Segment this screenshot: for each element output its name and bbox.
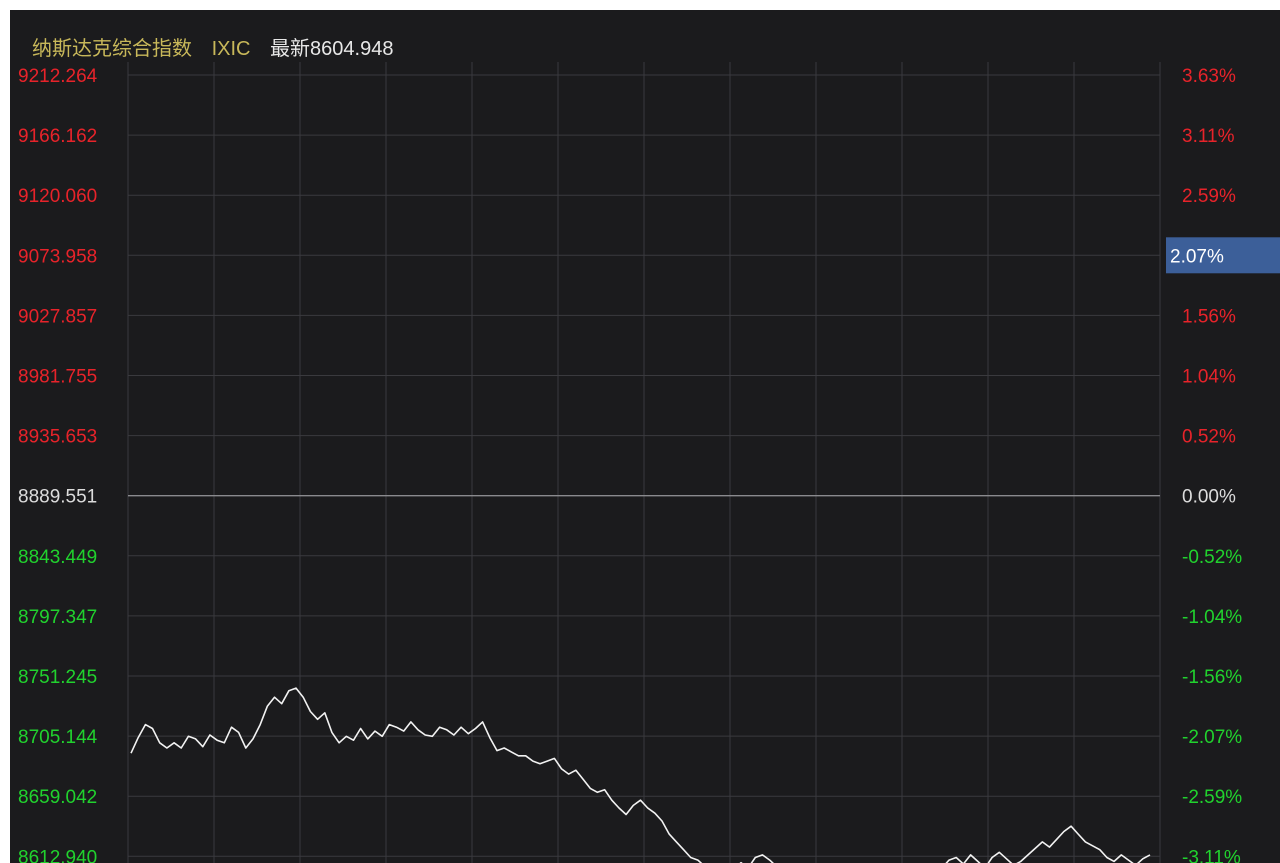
left-tick-label: 8659.042 [18, 787, 97, 808]
latest-value: 8604.948 [310, 38, 394, 60]
left-tick-label: 8981.755 [18, 367, 97, 388]
left-tick-label: 8705.144 [18, 727, 98, 748]
right-tick-label: -2.07% [1182, 727, 1242, 748]
right-tick-label: 2.07% [1170, 246, 1224, 267]
right-tick-label: 2.59% [1182, 186, 1236, 207]
left-tick-label: 9166.162 [18, 126, 97, 147]
latest-label: 最新 [270, 38, 311, 60]
right-tick-label: 0.00% [1182, 487, 1236, 508]
left-tick-label: 8797.347 [18, 607, 97, 628]
index-code: IXIC [211, 38, 251, 60]
left-tick-label: 8843.449 [18, 547, 97, 568]
left-tick-label: 8612.940 [18, 847, 97, 863]
left-tick-label: 9027.857 [18, 306, 97, 327]
right-tick-label: 1.04% [1182, 367, 1236, 388]
left-tick-label: 9212.264 [18, 66, 98, 87]
chart-grid [127, 62, 1161, 863]
right-percent-axis: 3.63% 3.11% 2.59% 2.07% 1.56% 1.04% 0.52% 0.00%… [1166, 66, 1280, 863]
right-tick-label: -3.11% [1182, 847, 1241, 863]
right-tick-label: 0.52% [1182, 427, 1236, 448]
left-tick-label: 8889.551 [18, 487, 97, 508]
chart-header: 纳斯达克综合指数 IXIC 最新8604.948 [32, 36, 407, 62]
price-line-layer [130, 687, 1151, 863]
right-tick-label: -2.59% [1182, 787, 1242, 808]
left-tick-label: 8751.245 [18, 667, 97, 688]
left-tick-label: 9073.958 [18, 246, 97, 267]
right-tick-label: 3.63% [1182, 66, 1236, 87]
left-tick-label: 9120.060 [18, 186, 97, 207]
right-tick-highlight [1166, 237, 1280, 274]
right-tick-label: -0.52% [1182, 547, 1242, 568]
index-name: 纳斯达克综合指数 [32, 38, 192, 60]
left-price-axis: 9212.264 9166.162 9120.060 9073.958 9027.857… [18, 66, 98, 863]
right-tick-label: -1.04% [1182, 607, 1242, 628]
latest-price: 最新8604.948 [270, 38, 393, 60]
left-tick-label: 8935.653 [18, 427, 97, 448]
right-tick-label: -1.56% [1182, 667, 1242, 688]
chart-panel: 纳斯达克综合指数 IXIC 最新8604.948 [10, 10, 1280, 863]
price-line [130, 687, 1151, 863]
right-tick-label: 3.11% [1182, 126, 1235, 147]
right-tick-label: 1.56% [1182, 306, 1236, 327]
